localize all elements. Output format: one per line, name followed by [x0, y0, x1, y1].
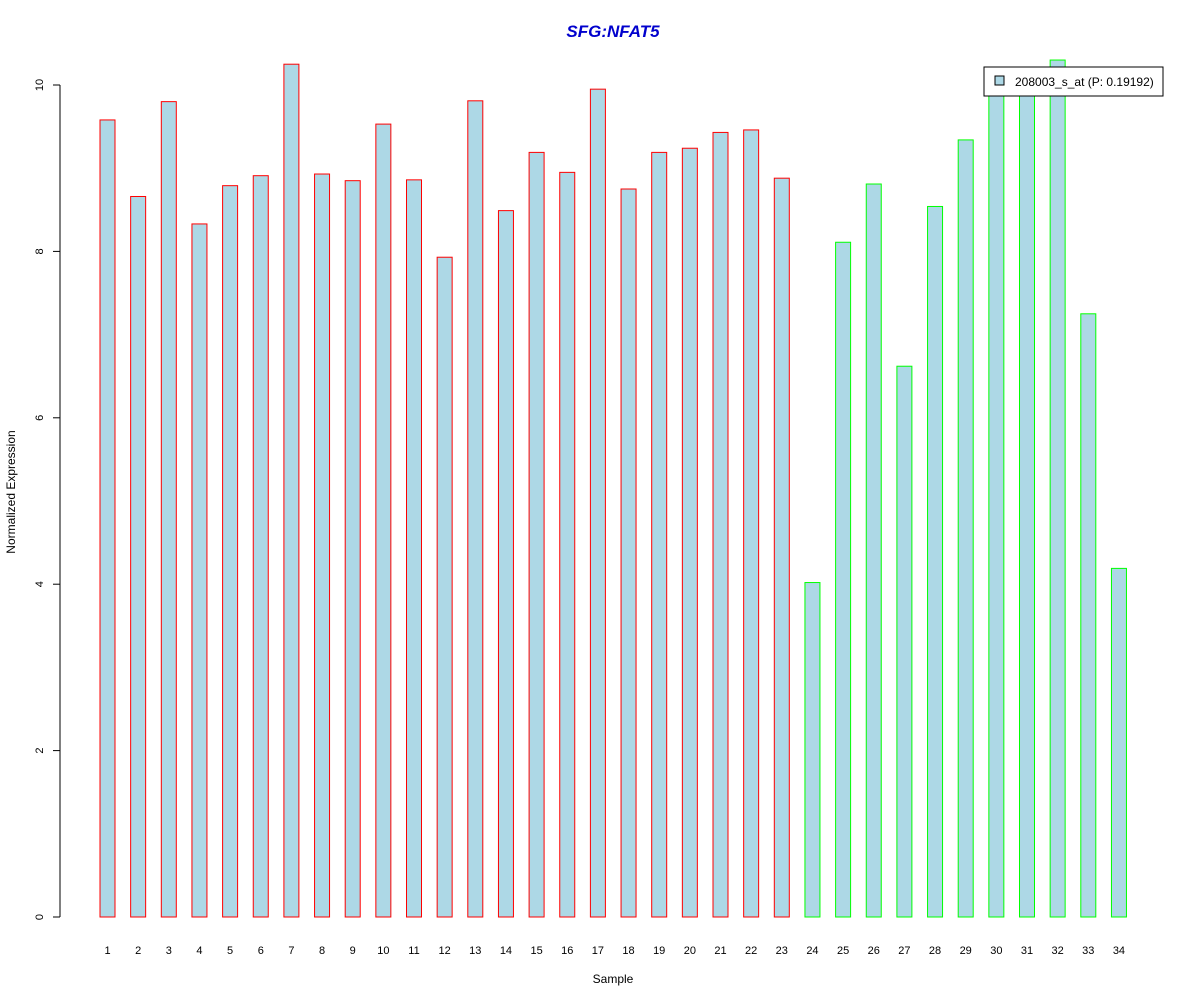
bar-sample-16	[559, 171, 576, 918]
x-tick-labels: 1 2 3 4 5 6 7 8 9 10 11 12 13 14 15 16 17 18 19 20 21 22 23 24 2…	[104, 945, 1125, 957]
y-axis-label: Normalized Expression	[4, 430, 18, 553]
y-tick-label: 2	[34, 748, 46, 754]
x-tick-label: 8	[319, 945, 325, 957]
x-tick-label: 25	[837, 945, 849, 957]
x-tick-label: 14	[500, 945, 512, 957]
x-tick-label: 2	[135, 945, 141, 957]
x-tick-label: 32	[1052, 945, 1064, 957]
bar-sample-10	[375, 123, 392, 918]
x-tick-label: 23	[776, 945, 788, 957]
x-tick-label: 11	[408, 945, 419, 957]
x-tick-label: 30	[990, 945, 1002, 957]
bar-sample-32	[1049, 59, 1066, 918]
x-tick-label: 6	[258, 945, 264, 957]
bar-sample-18	[620, 188, 637, 918]
x-tick-label: 10	[377, 945, 389, 957]
x-axis-label: Sample	[593, 972, 634, 986]
bar-sample-7	[283, 63, 300, 918]
x-tick-label: 19	[653, 945, 665, 957]
bar-sample-15	[528, 151, 545, 918]
x-tick-label: 22	[745, 945, 757, 957]
x-tick-label: 17	[592, 945, 604, 957]
x-tick-label: 12	[439, 945, 451, 957]
bar-sample-5	[222, 185, 239, 918]
bar-sample-33	[1080, 313, 1097, 918]
bars	[99, 59, 1127, 918]
bar-sample-13	[467, 100, 484, 918]
x-tick-label: 18	[622, 945, 634, 957]
bar-sample-14	[497, 210, 514, 918]
bar-sample-23	[773, 177, 790, 918]
y-tick-label: 4	[34, 581, 46, 587]
legend-label: 208003_s_at (P: 0.19192)	[1015, 75, 1154, 89]
x-tick-label: 4	[196, 945, 202, 957]
bar-sample-31	[1019, 88, 1035, 918]
bar-sample-30	[988, 90, 1005, 918]
bar-sample-19	[651, 151, 668, 918]
bar-sample-8	[314, 173, 331, 918]
x-tick-label: 26	[868, 945, 880, 957]
bar-sample-9	[344, 180, 361, 918]
x-tick-label: 34	[1113, 945, 1125, 957]
bar-sample-2	[130, 195, 147, 918]
x-tick-label: 31	[1021, 945, 1033, 957]
bar-sample-6	[252, 175, 269, 918]
bar-sample-20	[681, 147, 698, 918]
bar-sample-29	[957, 139, 974, 918]
y-tick-label: 6	[34, 415, 46, 421]
bar-sample-25	[835, 241, 852, 918]
x-tick-label: 7	[288, 945, 294, 957]
bar-sample-22	[743, 129, 760, 918]
legend: 208003_s_at (P: 0.19192)	[983, 66, 1164, 97]
bar-sample-12	[436, 256, 453, 918]
bar-sample-17	[589, 88, 606, 918]
x-tick-label: 28	[929, 945, 941, 957]
y-tick-label: 8	[34, 248, 46, 254]
x-tick-label: 33	[1082, 945, 1094, 957]
x-tick-label: 24	[806, 945, 818, 957]
bar-sample-27	[896, 365, 913, 918]
bar-sample-1	[99, 119, 116, 918]
x-tick-label: 3	[166, 945, 172, 957]
bar-sample-24	[804, 582, 821, 918]
x-tick-label: 15	[530, 945, 542, 957]
chart-title: SFG:NFAT5	[566, 22, 660, 41]
bar-sample-11	[406, 179, 422, 918]
x-tick-label: 16	[561, 945, 573, 957]
x-tick-label: 13	[469, 945, 481, 957]
legend-box	[983, 66, 1164, 97]
bar-sample-34	[1110, 567, 1127, 918]
x-tick-label: 9	[350, 945, 356, 957]
x-tick-label: 21	[714, 945, 726, 957]
y-tick-label: 0	[34, 914, 46, 920]
y-tick-label: 10	[34, 79, 46, 91]
bar-sample-28	[927, 205, 944, 918]
x-tick-label: 5	[227, 945, 233, 957]
bar-sample-3	[160, 101, 177, 918]
y-axis: 0 2 4 6 8 10	[34, 79, 61, 920]
bar-sample-21	[712, 131, 729, 918]
bar-sample-4	[191, 223, 208, 918]
x-tick-label: 27	[898, 945, 910, 957]
x-tick-label: 29	[960, 945, 972, 957]
bar-sample-26	[865, 183, 882, 918]
x-tick-label: 20	[684, 945, 696, 957]
legend-swatch	[994, 75, 1005, 86]
x-tick-label: 1	[104, 945, 110, 957]
